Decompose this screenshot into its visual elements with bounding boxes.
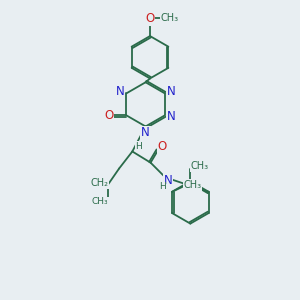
Text: CH₃: CH₃ (161, 14, 179, 23)
Text: CH₃: CH₃ (191, 161, 209, 172)
Text: N: N (141, 126, 150, 140)
Text: N: N (164, 174, 172, 187)
Text: N: N (167, 85, 176, 98)
Text: O: O (158, 140, 167, 153)
Text: CH₃: CH₃ (91, 197, 108, 206)
Text: CH₂: CH₂ (91, 178, 109, 188)
Text: CH₃: CH₃ (184, 180, 202, 190)
Text: N: N (167, 110, 176, 123)
Text: H: H (159, 182, 166, 191)
Text: H: H (135, 142, 142, 151)
Text: O: O (146, 12, 154, 25)
Text: N: N (116, 85, 124, 98)
Text: O: O (104, 109, 113, 122)
